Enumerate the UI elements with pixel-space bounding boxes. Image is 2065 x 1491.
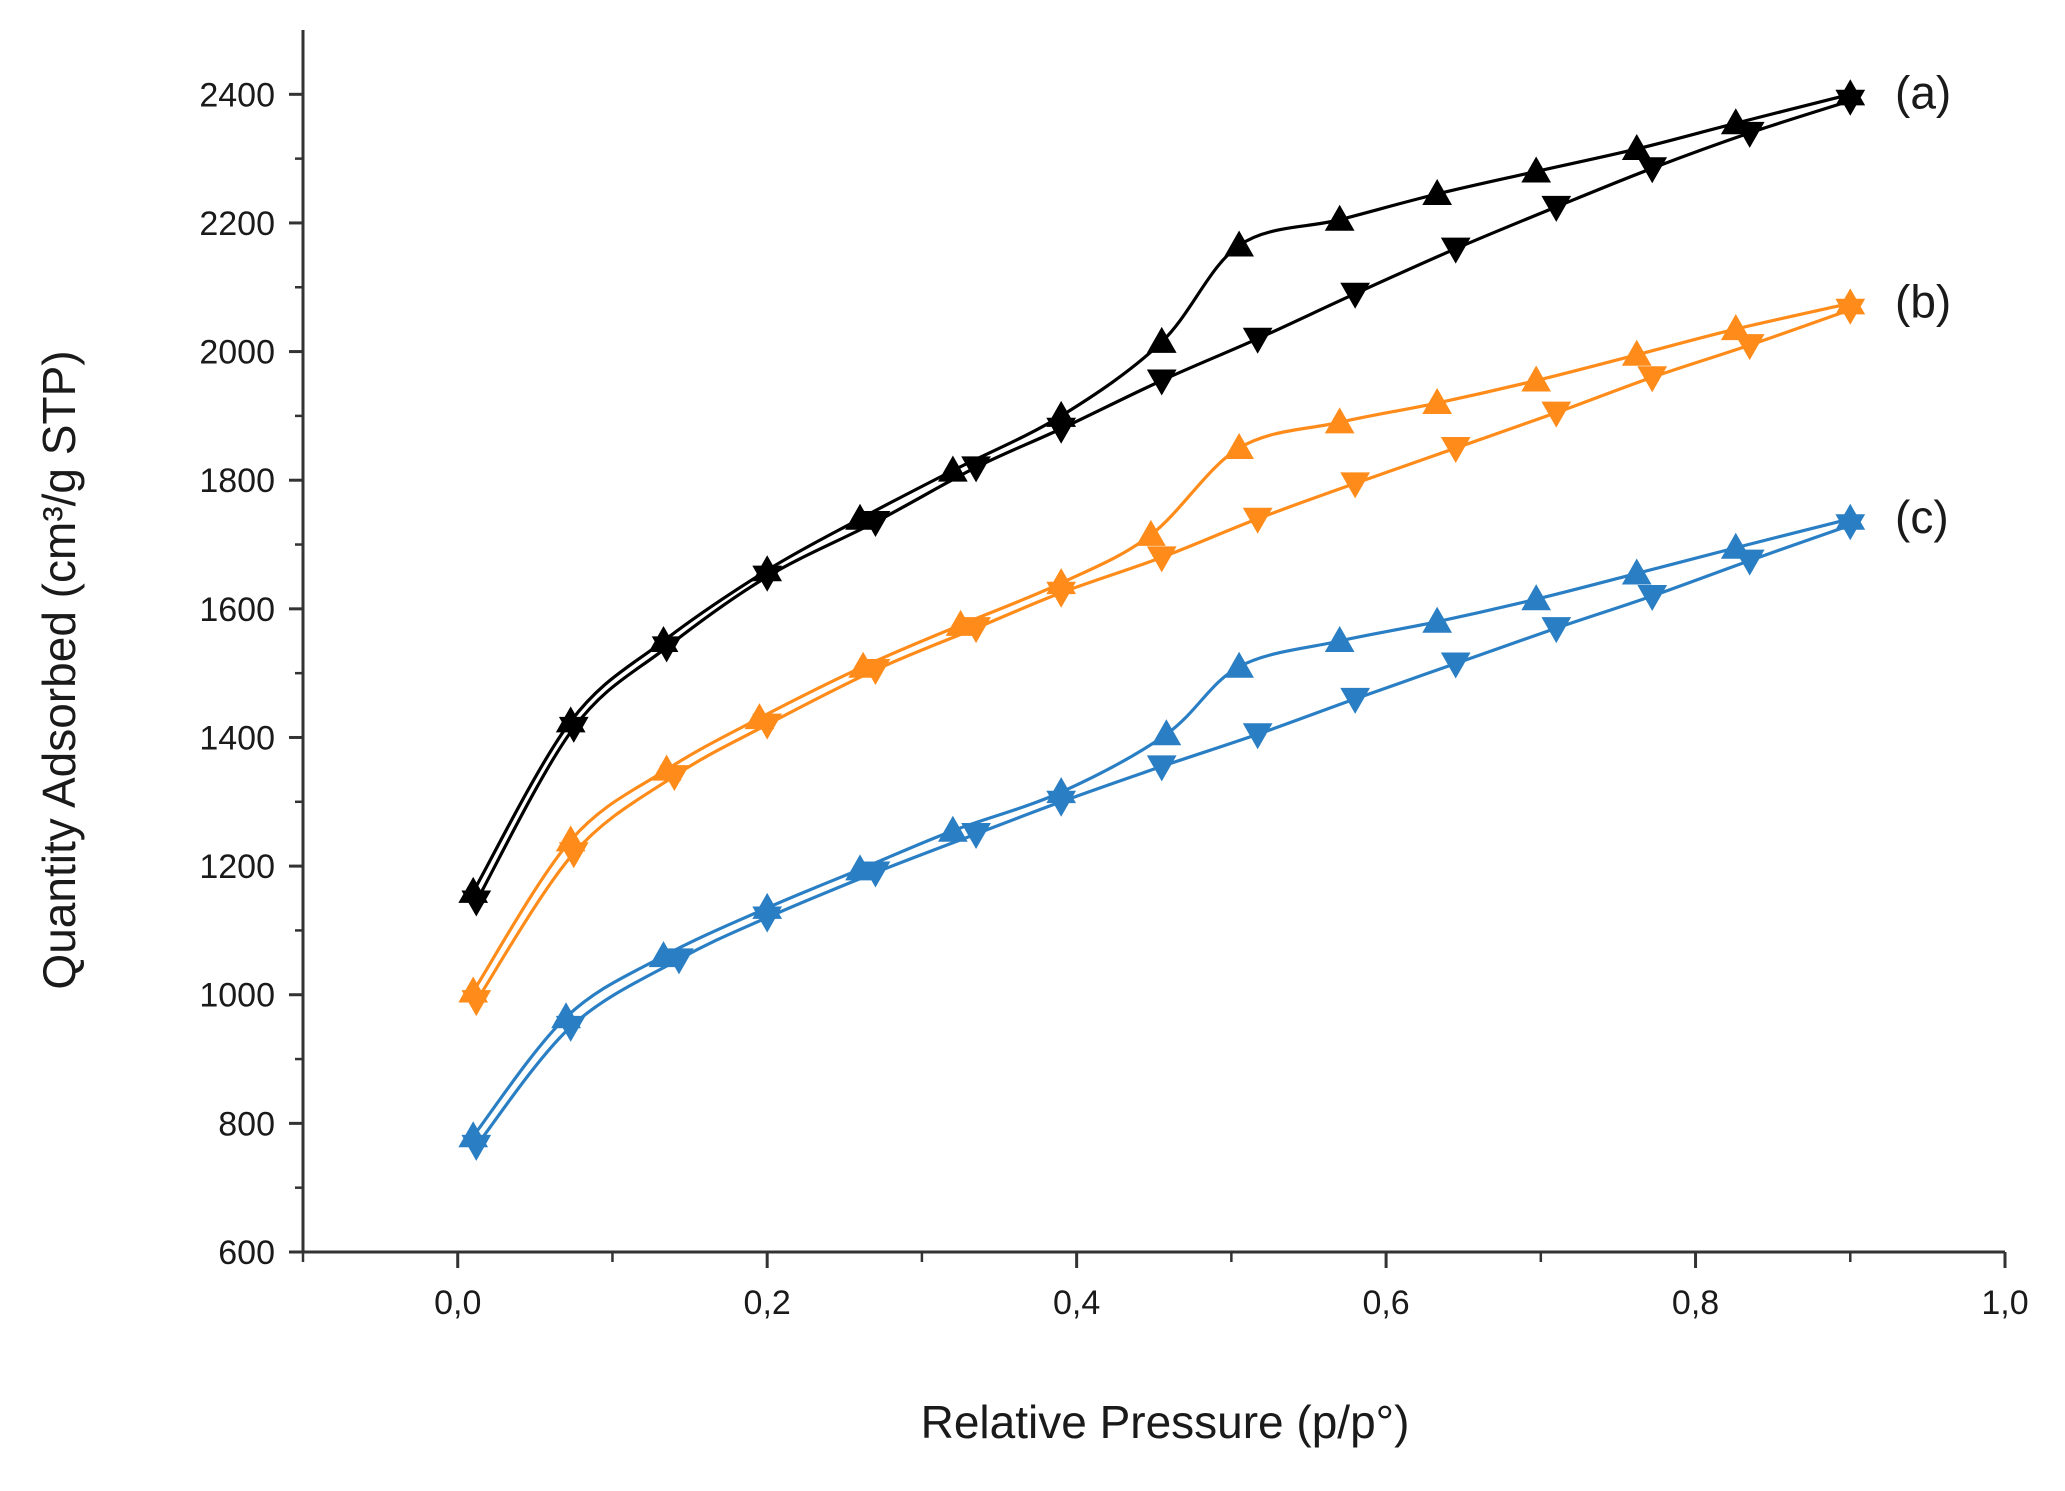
series-labels: (a) (b) (c) [1895,66,1951,542]
adsorption-point-series-2 [1422,606,1453,633]
desorption-line-series-0 [474,99,1851,903]
adsorption-point-series-0 [1521,156,1552,183]
desorption-point-series-1 [1046,581,1077,608]
series-label-1: (b) [1895,275,1951,327]
y-tick-label: 1400 [199,719,275,757]
y-tick-label: 2200 [199,205,275,243]
desorption-point-series-0 [558,716,589,743]
x-axis-title: Relative Pressure (p/p°) [921,1396,1410,1448]
desorption-point-series-2 [1242,723,1273,750]
adsorption-point-series-0 [1224,230,1254,257]
desorption-point-series-2 [860,861,891,888]
x-tick-label: 0,0 [434,1284,481,1322]
desorption-point-series-0 [1835,89,1866,116]
desorption-point-series-0 [1734,121,1765,148]
desorption-point-series-1 [1734,334,1765,361]
desorption-point-series-2 [1340,687,1371,714]
x-tick-label: 0,2 [744,1284,791,1322]
adsorption-point-series-1 [1224,433,1254,460]
desorption-line-series-1 [474,308,1851,1003]
desorption-point-series-2 [1734,549,1765,576]
desorption-point-series-1 [1242,507,1273,534]
x-tick-label: 1,0 [1981,1284,2028,1322]
desorption-point-series-0 [1440,237,1471,264]
desorption-point-series-2 [752,906,783,933]
isotherm-curves [471,92,1851,1147]
desorption-point-series-1 [1637,366,1668,393]
desorption-point-series-2 [1835,514,1866,541]
y-tick-label: 600 [218,1234,275,1272]
desorption-line-series-2 [475,523,1851,1147]
y-tick-label: 1800 [199,462,275,500]
desorption-point-series-2 [1046,790,1077,817]
plot-frame [301,30,2005,1254]
desorption-point-series-1 [1440,437,1471,464]
desorption-point-series-1 [1835,298,1866,325]
desorption-point-series-0 [1242,327,1273,354]
desorption-point-series-1 [659,765,690,792]
desorption-point-series-1 [961,617,991,644]
adsorption-point-series-2 [1621,558,1652,585]
adsorption-line-series-1 [471,301,1851,993]
axis-ticks: 600 800 1000 1200 1400 1600 1800 2000 2200 2400 0,… [199,76,2028,1322]
desorption-point-series-0 [752,565,783,592]
adsorption-point-series-1 [1521,365,1552,392]
y-tick-label: 800 [218,1105,275,1143]
adsorption-point-series-2 [1224,651,1254,678]
adsorption-point-series-1 [1720,314,1751,341]
desorption-point-series-0 [961,456,991,483]
x-tick-label: 0,8 [1672,1284,1719,1322]
desorption-point-series-0 [860,511,891,538]
adsorption-line-series-2 [471,517,1851,1138]
series-label-2: (c) [1895,491,1949,543]
adsorption-point-series-1 [1621,339,1652,366]
desorption-point-series-1 [860,658,891,685]
x-tick-label: 0,6 [1362,1284,1409,1322]
adsorption-point-series-0 [937,455,968,482]
desorption-point-series-2 [961,822,991,849]
data-markers [458,79,1866,1161]
desorption-point-series-2 [461,1134,492,1161]
adsorption-point-series-1 [1136,519,1166,546]
adsorption-point-series-2 [1324,625,1355,652]
desorption-point-series-2 [1146,755,1177,782]
desorption-point-series-0 [1046,417,1077,444]
adsorption-point-series-2 [1151,719,1182,746]
y-tick-label: 1200 [199,848,275,886]
desorption-point-series-2 [555,1015,586,1042]
adsorption-point-series-0 [1146,326,1177,353]
desorption-point-series-1 [461,990,492,1017]
adsorption-point-series-1 [1324,407,1355,434]
adsorption-point-series-2 [1521,584,1552,611]
desorption-point-series-2 [1637,584,1668,611]
y-tick-label: 2000 [199,334,275,372]
desorption-point-series-0 [1541,195,1572,222]
y-tick-label: 1000 [199,977,275,1015]
desorption-point-series-2 [664,948,694,975]
adsorption-point-series-1 [1422,388,1453,415]
y-tick-label: 1600 [199,591,275,629]
x-tick-label: 0,4 [1053,1284,1100,1322]
desorption-point-series-0 [1146,369,1177,396]
desorption-point-series-0 [1340,282,1371,309]
y-axis-title: Quantity Adsorbed (cm³/g STP) [33,350,85,989]
adsorption-point-series-0 [1324,204,1355,231]
desorption-point-series-1 [1340,472,1371,499]
desorption-point-series-0 [461,890,492,917]
desorption-point-series-1 [1541,401,1572,428]
desorption-point-series-0 [651,636,682,663]
desorption-point-series-0 [1637,157,1668,184]
adsorption-point-series-0 [1422,178,1453,206]
adsorption-point-series-0 [1621,133,1652,160]
desorption-point-series-2 [1440,652,1471,679]
y-tick-label: 2400 [199,76,275,114]
adsorption-point-series-2 [937,815,968,842]
desorption-point-series-2 [1541,617,1572,644]
desorption-point-series-1 [1146,546,1177,573]
series-label-0: (a) [1895,66,1951,118]
desorption-point-series-1 [752,713,783,740]
desorption-point-series-1 [558,842,589,869]
